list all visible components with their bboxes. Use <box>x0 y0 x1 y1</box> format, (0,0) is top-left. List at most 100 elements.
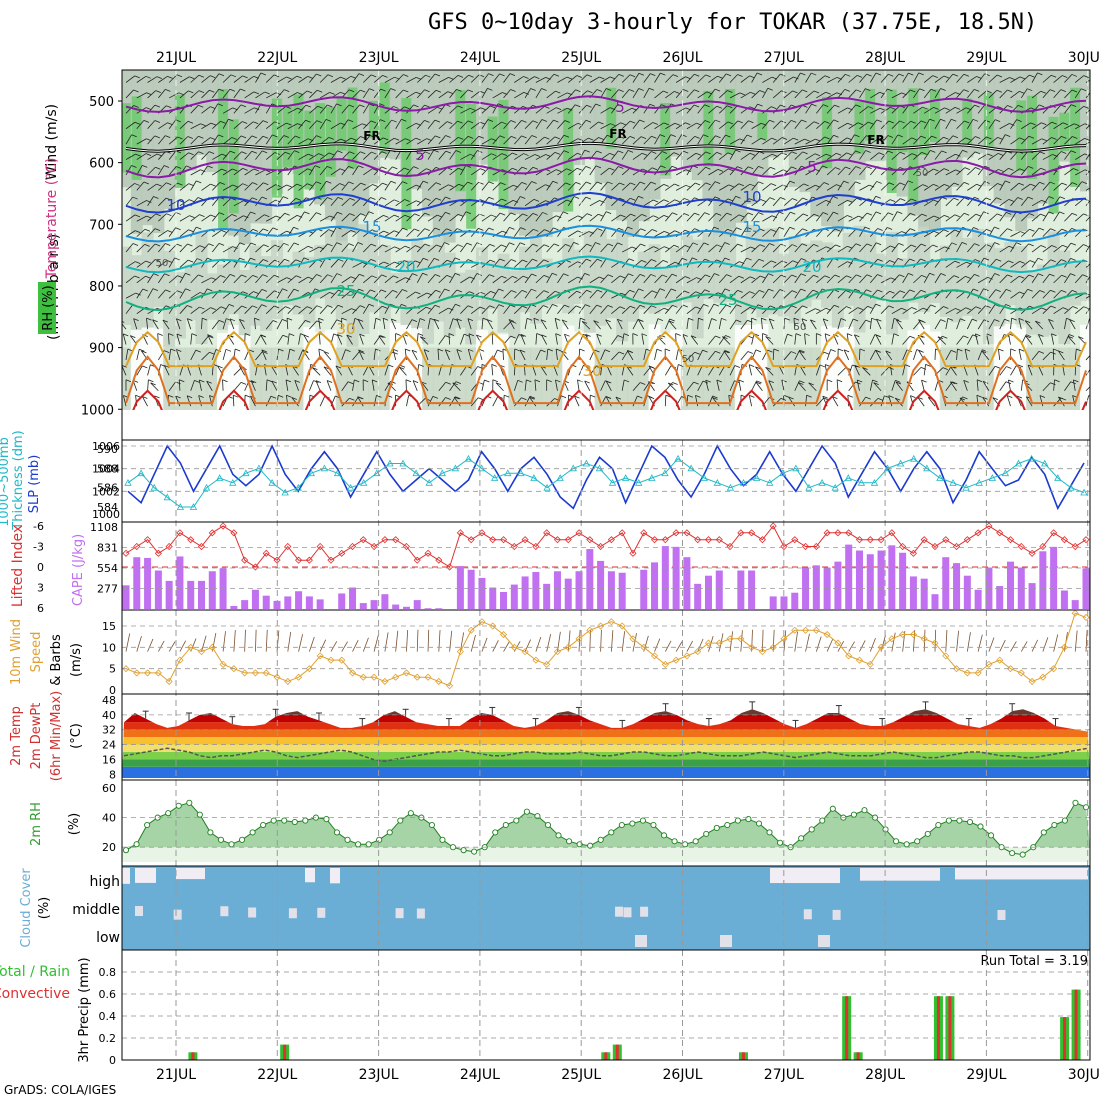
wind-barb-flag <box>780 197 786 200</box>
wind-barb <box>502 348 504 360</box>
wind-barb-flag <box>467 318 474 321</box>
wind-barb-flag <box>382 182 388 186</box>
wind-barb <box>212 168 222 176</box>
wind-barb <box>988 273 995 284</box>
wind-barb-flag <box>992 397 998 400</box>
wind-barb-flag <box>806 394 812 398</box>
wind-barb <box>1038 334 1044 345</box>
wind-barb <box>179 243 188 253</box>
wind-barb-flag <box>476 273 483 276</box>
wind-barb <box>1010 119 1017 129</box>
wind-barb <box>880 135 889 145</box>
wind-barb <box>460 242 468 253</box>
wind-barb <box>918 319 925 330</box>
moist-region <box>865 88 876 141</box>
cape-bar <box>899 552 907 609</box>
wind-barb <box>945 153 956 160</box>
rh2m-point <box>766 829 773 836</box>
wind-barb-flag <box>457 244 463 248</box>
wind-barb-flag <box>187 305 193 308</box>
wind-barb <box>794 183 804 191</box>
wind-barb <box>341 308 352 315</box>
wind-barb <box>164 365 170 376</box>
wind-barb-flag <box>154 120 161 123</box>
wind-barb <box>136 165 143 176</box>
wind-barb-flag <box>522 213 528 217</box>
wind-barb <box>816 121 825 130</box>
wind-barb-flag <box>704 104 710 108</box>
wind-barb-flag <box>713 226 720 230</box>
wind-barb-flag <box>950 349 957 353</box>
wind-barb-flag <box>1019 260 1025 264</box>
wind-barb-flag <box>910 244 917 248</box>
wind-barb-flag <box>715 350 721 354</box>
wind-barb <box>1031 104 1040 114</box>
wind-barb <box>783 290 793 299</box>
wind-barb-flag <box>1061 75 1068 78</box>
wind-barb-flag <box>188 183 194 187</box>
wind-barb-flag <box>811 72 817 76</box>
wind-barb-flag <box>316 135 322 139</box>
wind-barb-flag <box>749 276 756 280</box>
wind-barb <box>222 118 229 129</box>
wind-barb-flag <box>674 261 681 265</box>
cape-tick: 831 <box>97 542 118 555</box>
wind-barb <box>481 138 492 145</box>
wind-barb-flag <box>758 258 765 262</box>
li-point <box>780 542 788 551</box>
rh-shade <box>1047 231 1060 336</box>
wind-barb <box>168 92 180 99</box>
wind-barb <box>255 135 264 145</box>
thickness-point <box>1014 459 1023 467</box>
wind-barb-flag <box>1072 306 1078 309</box>
wind-barb <box>125 165 132 176</box>
wind-barb-flag <box>264 214 270 218</box>
wind-barb <box>319 229 329 237</box>
isotherm-label: 25 <box>718 291 737 309</box>
wind-barb <box>913 307 924 315</box>
wind-barb-flag <box>758 181 764 185</box>
wind-barb <box>390 318 397 330</box>
wind-barb <box>287 333 290 345</box>
wind-barb-flag <box>284 89 290 93</box>
wind-barb-flag <box>734 365 740 368</box>
wind-barb-flag <box>1092 274 1097 276</box>
wind-barb-flag <box>492 379 499 383</box>
thickness-point <box>608 478 617 486</box>
wind-barb-flag <box>976 394 983 398</box>
wind-barb <box>1085 187 1090 191</box>
wind-barb-flag <box>188 152 194 156</box>
cape-bar <box>553 571 561 609</box>
wind-barb <box>664 103 672 114</box>
wind-barb-flag <box>577 230 583 234</box>
wind-barb-flag <box>899 182 905 186</box>
wind-barb-flag <box>674 183 680 187</box>
wind-barb-flag <box>523 92 529 95</box>
wind-barb <box>600 243 609 253</box>
rh-shade <box>497 253 510 333</box>
wind-barb-flag <box>467 259 474 262</box>
wind-barb-flag <box>976 183 982 187</box>
wind-barb-flag <box>866 166 872 170</box>
wind-barb <box>593 320 601 330</box>
wind-barb <box>427 90 437 99</box>
temp-color-bands <box>122 709 1090 778</box>
wind-barb-flag <box>165 289 171 293</box>
wind-barb-flag <box>996 74 1003 78</box>
wind-barb <box>147 273 154 284</box>
wind-barb <box>567 104 576 114</box>
wind-barb <box>244 275 253 284</box>
wind-barb-flag <box>877 258 883 262</box>
wind-barb-flag <box>413 104 419 108</box>
wind-barb-flag <box>976 76 982 79</box>
wind-barb-flag <box>479 90 486 94</box>
wind-barb <box>341 291 351 299</box>
wind-barb <box>578 318 581 330</box>
wind-barb-flag <box>845 73 851 77</box>
wind-barb-flag <box>822 212 829 215</box>
wind-barb-flag <box>815 308 821 311</box>
wind-barb-flag <box>282 196 289 200</box>
wind-barb <box>665 199 675 207</box>
wind-barb <box>988 137 998 145</box>
wind-barb-flag <box>250 242 257 246</box>
